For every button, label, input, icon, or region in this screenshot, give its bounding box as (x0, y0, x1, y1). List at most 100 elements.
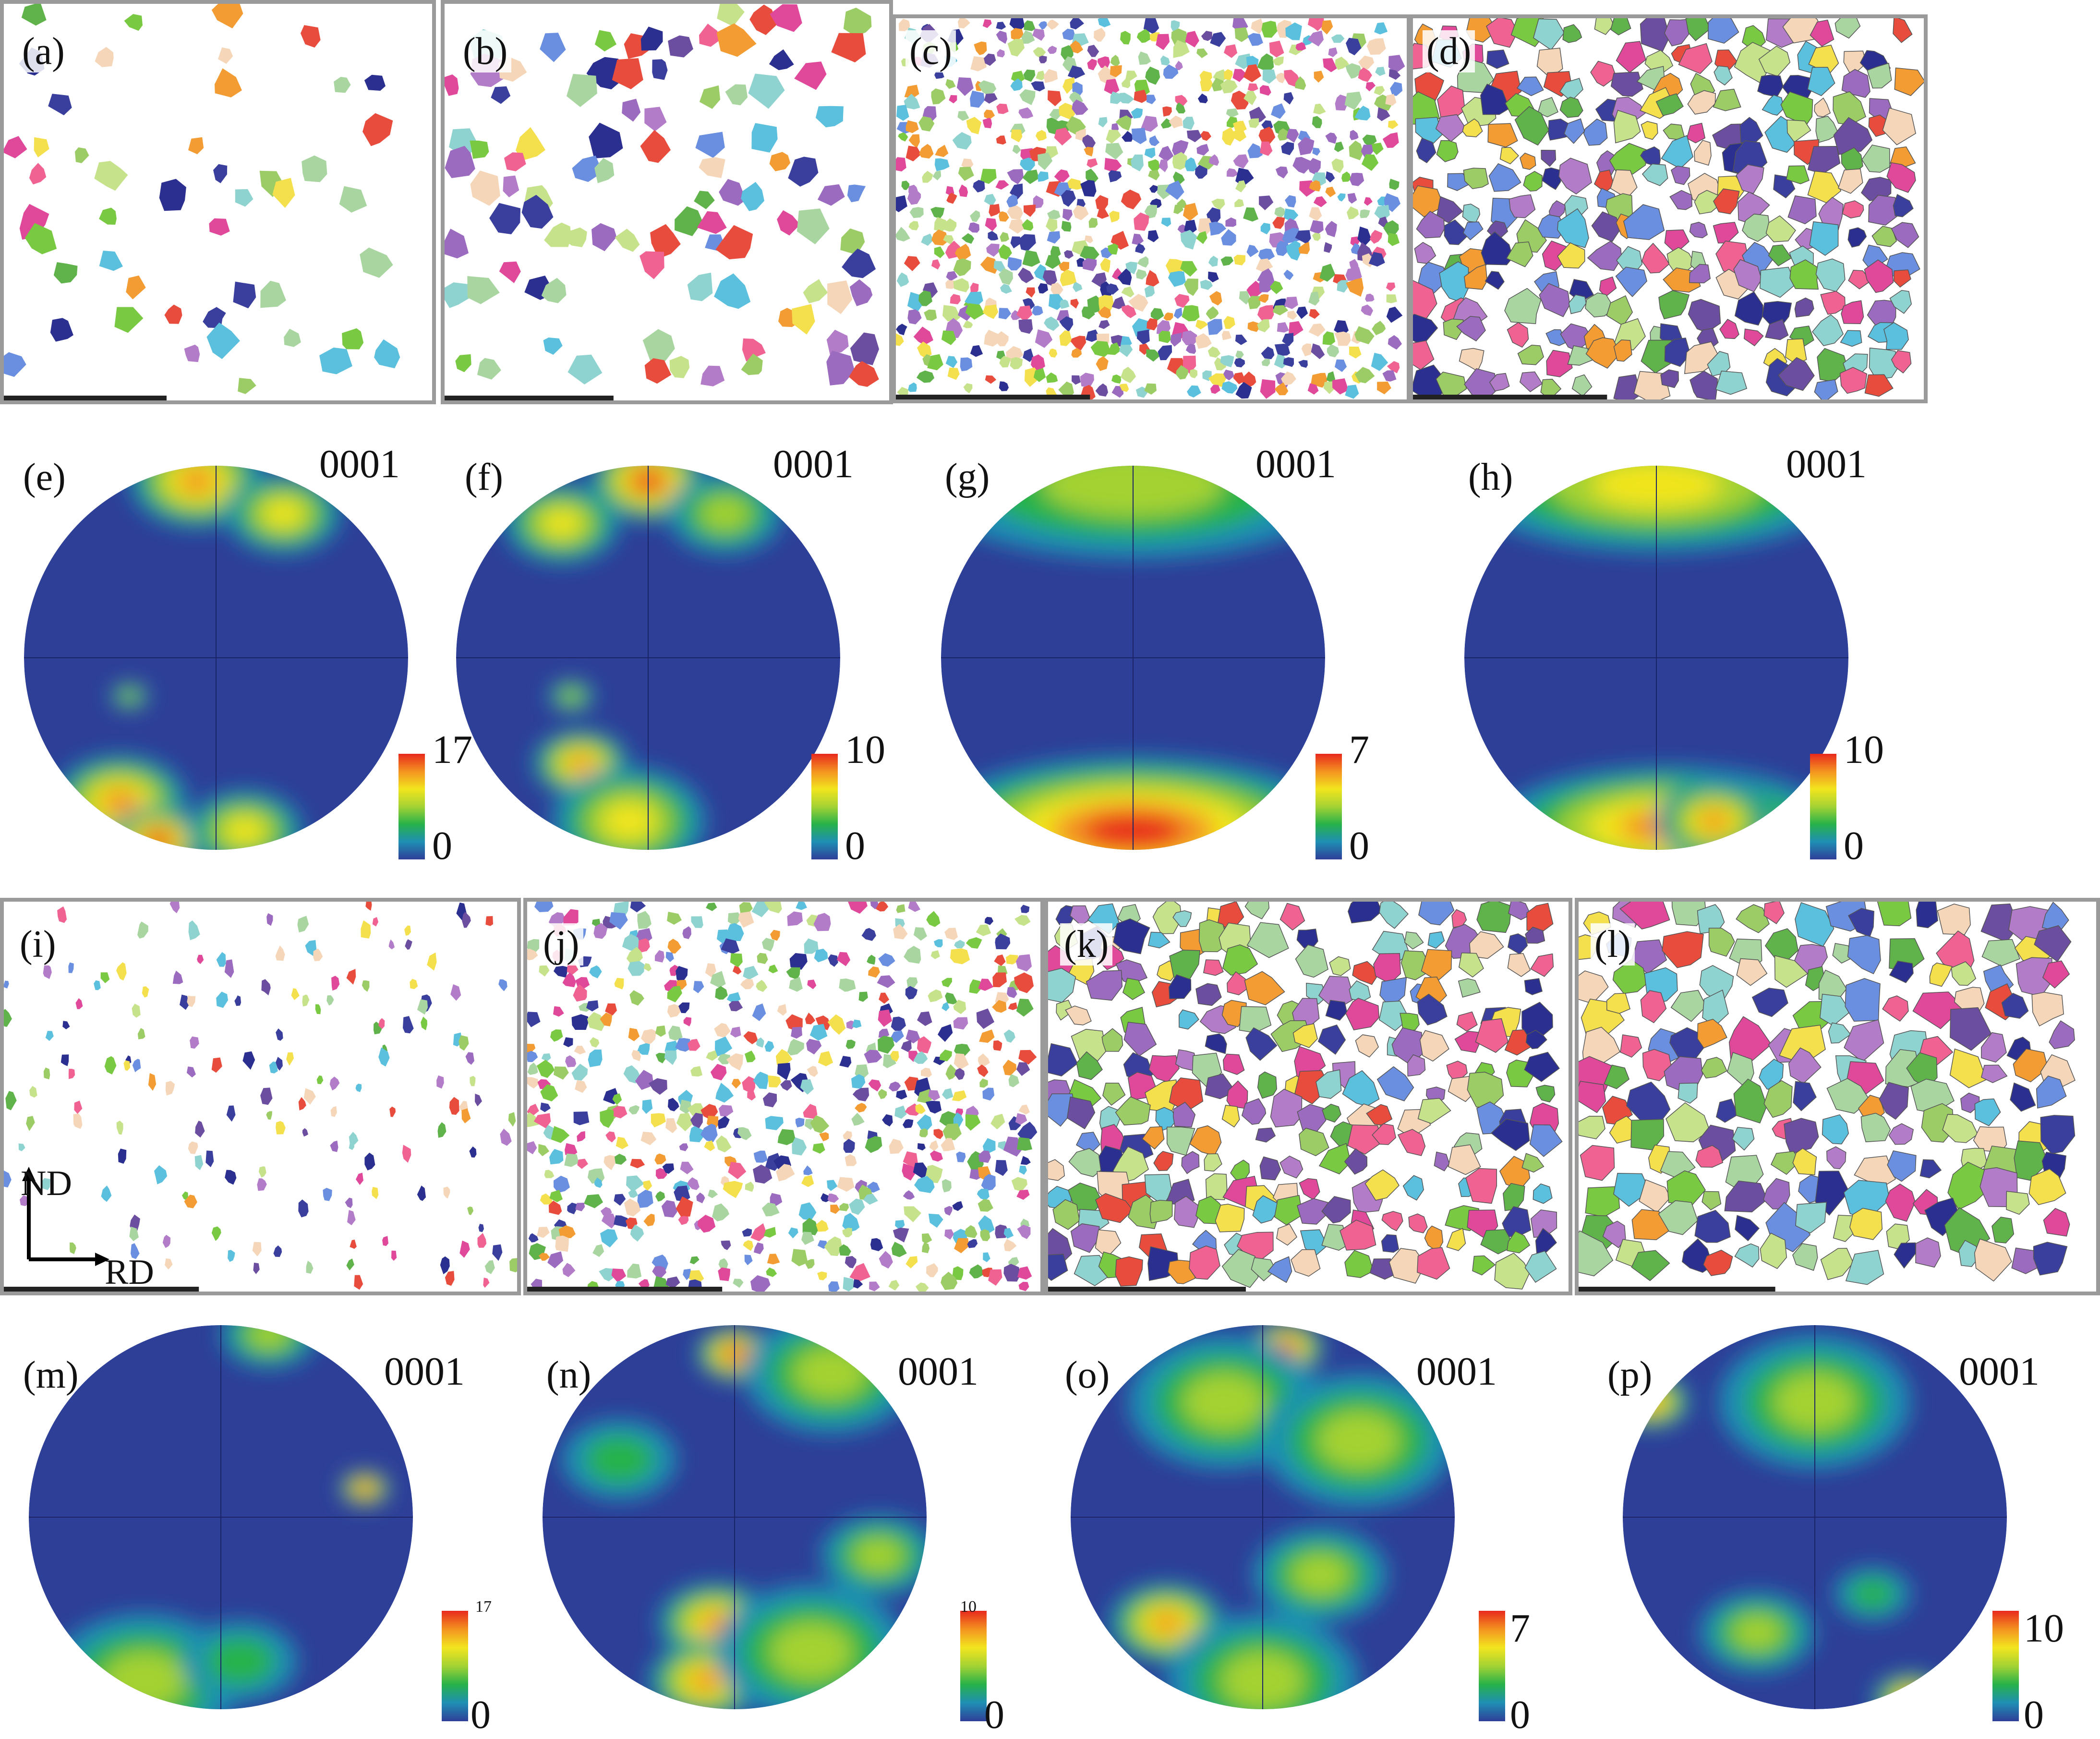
grain (1864, 259, 1894, 293)
grain (1206, 306, 1219, 320)
grain (527, 1077, 539, 1089)
grain (1694, 140, 1712, 166)
grain (1641, 242, 1670, 274)
grain (839, 1203, 849, 1211)
grain (1255, 258, 1273, 272)
grain (1016, 305, 1033, 322)
grain (865, 1136, 882, 1153)
grain (907, 309, 922, 325)
grain (993, 261, 1005, 272)
grain (1891, 350, 1912, 374)
grain (1046, 218, 1058, 233)
grain (1475, 1018, 1509, 1053)
grain (603, 1155, 616, 1171)
grain (928, 1090, 941, 1101)
grain (770, 4, 802, 32)
grain (970, 282, 979, 293)
pole-figure-p: (p) 0001 10 0 (1604, 1316, 2084, 1739)
grain (1222, 944, 1258, 976)
grain (1407, 1054, 1426, 1077)
grain (917, 1036, 931, 1054)
grain (1366, 38, 1386, 55)
grain (689, 1126, 704, 1143)
grain (2001, 992, 2029, 1019)
grain (1274, 1195, 1303, 1226)
grain (978, 80, 997, 97)
grain (1156, 34, 1170, 50)
grain (228, 1250, 235, 1262)
grain (1036, 71, 1046, 81)
grain (843, 7, 872, 36)
grain (842, 1213, 860, 1232)
grain (753, 1164, 772, 1184)
grain (1247, 321, 1260, 332)
grain (53, 262, 78, 284)
grain (1227, 971, 1250, 996)
grain (1446, 1228, 1466, 1251)
grain (768, 965, 778, 974)
grain (1115, 1096, 1151, 1126)
grain (1298, 242, 1310, 254)
grain (563, 1037, 573, 1047)
grain (116, 1121, 123, 1135)
grain (945, 79, 956, 89)
grain (1539, 283, 1570, 317)
grain (908, 134, 920, 148)
grain (1739, 117, 1763, 145)
grain (1080, 246, 1099, 262)
grain (980, 1229, 990, 1242)
grain (1272, 56, 1284, 66)
grain (1082, 306, 1095, 320)
grain (527, 948, 538, 961)
grain (961, 233, 975, 244)
grain (917, 1011, 932, 1026)
colorbar (398, 754, 425, 859)
grain (1234, 199, 1244, 207)
grain (803, 1104, 818, 1119)
grain (1062, 28, 1076, 40)
grain (655, 1168, 667, 1179)
grain (1371, 143, 1384, 155)
grain (842, 1228, 852, 1237)
grain (1285, 22, 1302, 40)
grain (977, 1064, 989, 1077)
grain (1833, 117, 1873, 155)
grain (1226, 1080, 1248, 1109)
grain (1867, 62, 1892, 89)
grain (635, 1070, 653, 1090)
grain (753, 1072, 768, 1089)
grain (21, 4, 47, 26)
grain (1201, 31, 1212, 41)
grain (916, 1282, 929, 1292)
grain (644, 358, 672, 384)
grain (1533, 18, 1565, 50)
grain (1210, 385, 1220, 394)
grain (1148, 169, 1160, 181)
grain (1462, 204, 1481, 223)
grain (286, 1052, 294, 1066)
grain (1613, 109, 1641, 144)
grain (849, 279, 873, 306)
grain (543, 338, 563, 355)
grain (626, 947, 643, 965)
grain (1916, 902, 1938, 929)
grain (1135, 386, 1147, 398)
grain (957, 18, 970, 29)
grain (1281, 371, 1296, 386)
grain (1421, 949, 1452, 982)
grain (1042, 270, 1057, 286)
grain (1059, 103, 1075, 120)
grain (531, 1279, 543, 1289)
grain (1837, 168, 1863, 194)
grain (805, 1259, 815, 1269)
grain (461, 1108, 471, 1123)
grain (1372, 1123, 1397, 1145)
grain (840, 228, 865, 255)
grain (1271, 103, 1286, 119)
grain (1244, 971, 1285, 1005)
grain (567, 964, 579, 975)
grain (904, 256, 920, 271)
grain (836, 952, 851, 966)
grain (1095, 1193, 1134, 1223)
grain (1840, 330, 1862, 347)
